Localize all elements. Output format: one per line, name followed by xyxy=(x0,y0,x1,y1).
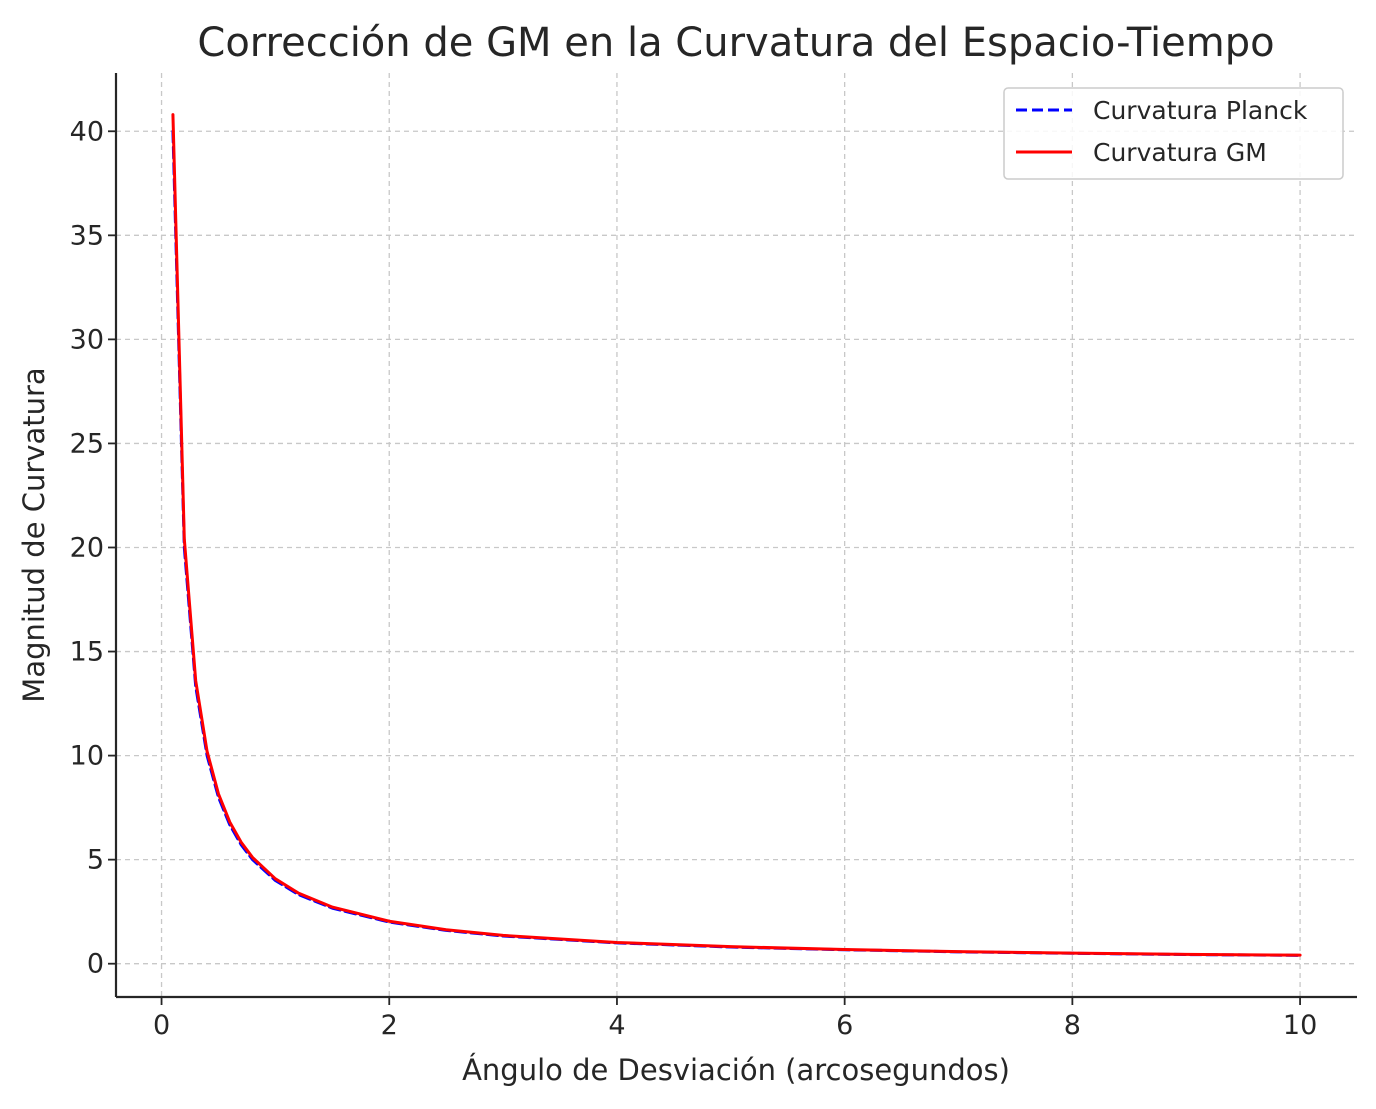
legend-label-planck: Curvatura Planck xyxy=(1093,96,1308,125)
y-tick-label: 20 xyxy=(70,532,104,563)
x-tick-label: 10 xyxy=(1283,1010,1317,1041)
plot-area xyxy=(171,113,1302,957)
y-tick-label: 40 xyxy=(70,116,104,147)
x-tick-label: 2 xyxy=(381,1010,398,1041)
y-tick-label: 30 xyxy=(70,324,104,355)
x-axis-title: Ángulo de Desviación (arcosegundos) xyxy=(462,1053,1010,1087)
y-axis-title: Magnitud de Curvatura xyxy=(17,367,51,702)
x-tick-label: 0 xyxy=(153,1010,170,1041)
grid xyxy=(116,73,1357,997)
legend: Curvatura Planck Curvatura GM xyxy=(1003,87,1344,180)
series-line-gm xyxy=(171,113,1302,957)
ticks: 0 2 4 6 8 10 0 5 10 15 20 25 30 35 40 xyxy=(70,116,1318,1041)
series-line-planck xyxy=(171,129,1302,957)
legend-box xyxy=(1003,87,1344,180)
legend-label-gm: Curvatura GM xyxy=(1093,138,1267,167)
y-tick-label: 35 xyxy=(70,220,104,251)
y-tick-label: 0 xyxy=(87,949,104,980)
y-tick-label: 10 xyxy=(70,741,104,772)
x-tick-label: 6 xyxy=(836,1010,853,1041)
y-tick-label: 25 xyxy=(70,428,104,459)
x-tick-label: 8 xyxy=(1064,1010,1081,1041)
chart-title: Corrección de GM en la Curvatura del Esp… xyxy=(197,20,1274,66)
y-tick-label: 15 xyxy=(70,637,104,668)
x-tick-label: 4 xyxy=(608,1010,625,1041)
y-tick-label: 5 xyxy=(87,845,104,876)
